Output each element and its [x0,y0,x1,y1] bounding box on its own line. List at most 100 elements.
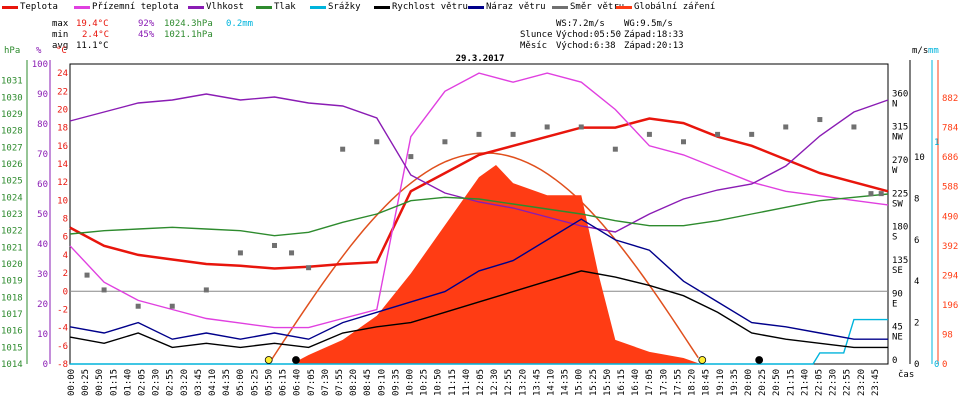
tick-label-rad: 0 [942,360,947,370]
tick-label-pct: 20 [37,300,48,310]
tick-label-degc: 20 [57,105,68,115]
x-tick-label: 20:50 [772,369,782,396]
tick-label-hpa: 1014 [1,360,23,370]
x-tick-label: 13:20 [518,369,528,396]
tick-label-degc: -6 [57,342,68,352]
x-tick-label: 17:05 [645,369,655,396]
x-tick-label: 18:20 [688,369,698,396]
x-tick-label: 08:20 [349,369,359,396]
tick-label-degc: -8 [57,360,68,370]
tick-label-hpa: 1029 [1,110,23,120]
stat-min-temp: 2.4°C [82,30,110,40]
x-tick-label: 01:15 [109,369,119,396]
tick-label-rad: 392 [942,242,958,252]
tick-label-rad: 196 [942,301,958,311]
x-tick-label: 14:10 [547,369,557,396]
series-line [69,193,889,237]
sunset-marker [698,356,707,364]
tick-label-pct: 10 [37,330,48,340]
series-point-wind-direction [340,146,346,152]
x-tick-label: 16:40 [631,369,641,396]
tick-label-rad: 490 [942,212,958,222]
series-point-wind-direction [783,124,789,130]
series-point-wind-direction [101,287,107,293]
tick-label-pct: 30 [37,270,48,280]
wind-ws: WS:7.2m/s [556,19,605,29]
tick-label-degc: 18 [57,124,68,134]
tick-label-degc: 2 [63,269,68,279]
moonset-marker [755,356,764,364]
tick-label-hpa: 1018 [1,293,23,303]
series-point-wind-direction [272,242,277,248]
series-point-wind-direction [681,139,686,145]
tick-label-rad: 98 [942,330,953,340]
x-tick-label: 10:25 [420,369,430,396]
x-tick-label: 09:35 [391,369,401,396]
x-tick-label: 22:30 [829,369,839,396]
x-tick-label: 23:45 [871,369,881,396]
series-point-wind-direction [169,303,175,309]
tick-label-rad: 686 [942,153,958,163]
legend-item: Srážky [328,2,361,12]
tick-label-degc: 8 [63,215,68,225]
stat-max-label: max [52,19,69,29]
tick-label-hpa: 1019 [1,277,23,287]
x-tick-label: 12:30 [490,369,500,396]
tick-label-hpa: 1016 [1,327,23,337]
x-tick-label: 21:40 [800,369,810,396]
axis-unit-ms: m/s [912,46,929,56]
x-tick-label: 15:25 [589,369,599,396]
axis-unit-degc: °C [56,46,67,56]
tick-label-degc: 6 [63,233,68,243]
axis-unit-hpa: hPa [4,46,21,56]
x-tick-label: 05:25 [250,369,260,396]
legend-swatch [616,6,632,9]
stat-max-hum: 92% [138,19,155,29]
tick-label-hpa: 1031 [1,77,23,87]
tick-label-ms: 4 [914,277,919,287]
x-tick-label: 01:40 [123,369,133,396]
tick-label-degc: 16 [57,142,68,152]
sun-label: Slunce [520,30,553,40]
tick-label-hpa: 1021 [1,243,23,253]
tick-label-mm: 0 [934,360,939,370]
stat-avg-temp: 11.1°C [76,41,109,51]
x-tick-label: 20:00 [744,369,754,396]
x-tick-label: 17:55 [673,369,683,396]
wind-wg: WG:9.5m/s [624,19,673,29]
moonrise-marker [292,356,300,364]
series-line [69,218,888,340]
tick-label-degc: -2 [57,305,68,315]
axis-unit-mm: mm [928,46,939,56]
x-tick-label: 04:35 [222,369,232,396]
tick-label-hpa: 1027 [1,143,23,153]
moon-set: Západ:20:13 [624,41,684,51]
tick-label-dir-name: SW [892,199,903,209]
series-point-wind-direction [817,117,823,123]
tick-label-dir: 315 [892,123,908,133]
x-tick-label: 02:05 [138,369,148,396]
x-tick-label: 00:50 [95,369,105,396]
series-point-wind-direction [306,265,312,271]
stat-avg-label: avg [52,41,69,51]
x-tick-label: 15:00 [575,369,585,396]
tick-label-pct: 50 [37,210,48,220]
tick-label-rad: 294 [942,271,958,281]
series-point-wind-direction [442,139,448,145]
x-tick-label: 15:50 [603,369,613,396]
tick-label-hpa: 1023 [1,210,23,220]
legend-item: Rychlost větru [392,2,468,12]
x-tick-label: 07:05 [307,369,317,396]
x-tick-label: 05:00 [236,369,246,396]
x-tick-label: 03:20 [180,369,190,396]
legend-swatch [74,6,90,9]
tick-label-degc: -4 [57,324,68,334]
x-tick-label: 07:30 [321,369,331,396]
tick-label-dir-name: N [892,99,897,109]
legend-swatch [256,6,272,9]
tick-label-degc: 4 [63,251,68,261]
tick-label-hpa: 1026 [1,160,23,170]
tick-label-rad: 784 [942,124,958,134]
x-tick-label: 00:25 [81,369,91,396]
tick-label-pct: 0 [43,360,48,370]
